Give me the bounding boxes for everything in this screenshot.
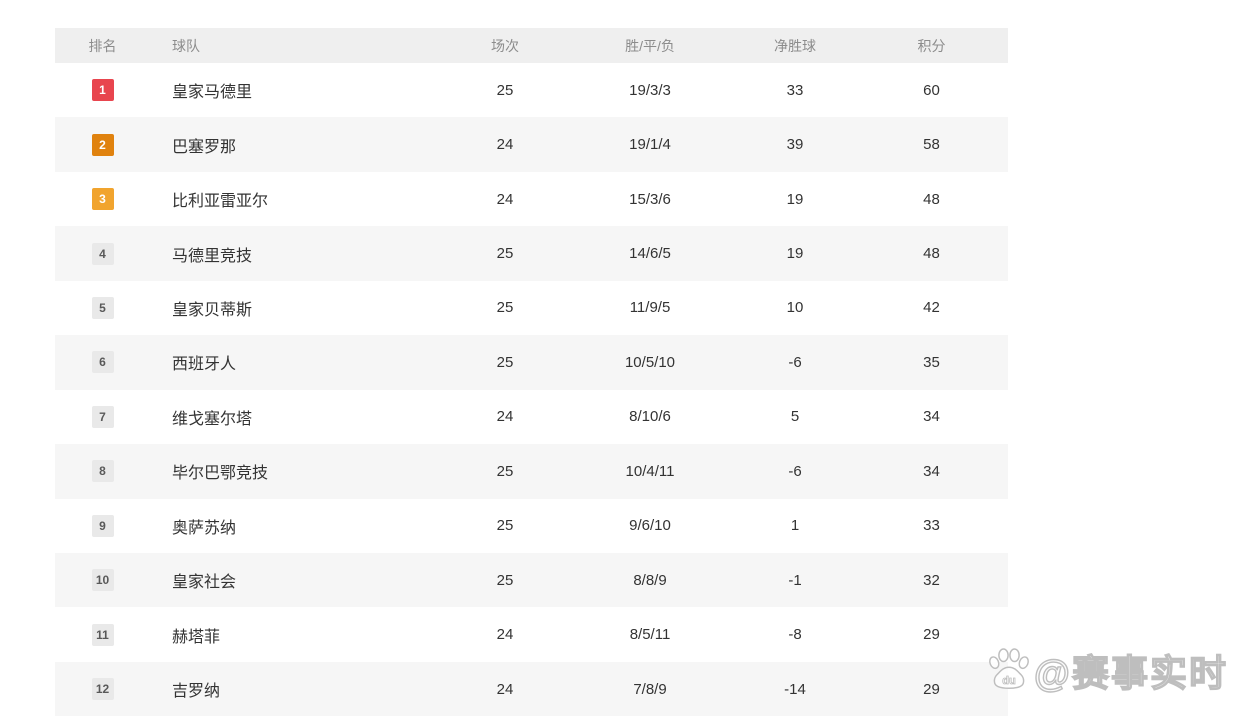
- played-cell: 25: [496, 517, 514, 535]
- goal-diff-cell: 5: [790, 408, 800, 426]
- points-cell: 34: [923, 462, 940, 480]
- wdl-cell: 19/3/3: [629, 81, 671, 99]
- wdl-cell: 9/6/10: [629, 517, 671, 535]
- rank-badge: 12: [91, 678, 114, 701]
- table-row[interactable]: 8 毕尔巴鄂竞技 25 10/4/11 -6 34: [55, 444, 1008, 499]
- rank-badge: 4: [91, 242, 114, 265]
- watermark: du @赛事实时: [986, 643, 1228, 697]
- played-cell: 25: [496, 81, 514, 99]
- column-header-team: 球队: [172, 37, 200, 54]
- played-cell: 25: [496, 245, 514, 263]
- column-header-wdl: 胜/平/负: [625, 37, 675, 54]
- wdl-cell: 10/4/11: [625, 462, 675, 480]
- points-cell: 32: [923, 571, 940, 589]
- goal-diff-cell: 10: [786, 299, 804, 317]
- played-cell: 25: [496, 571, 514, 589]
- team-name-cell: 毕尔巴鄂竞技: [172, 465, 269, 483]
- rank-badge: 9: [91, 514, 114, 537]
- team-name-cell: 维戈塞尔塔: [172, 410, 253, 428]
- column-header-rank: 排名: [88, 37, 117, 54]
- goal-diff-cell: 39: [786, 136, 804, 154]
- rank-badge: 11: [91, 623, 114, 646]
- team-name-cell: 西班牙人: [172, 356, 237, 374]
- points-cell: 48: [923, 245, 940, 263]
- played-cell: 24: [496, 136, 514, 154]
- wdl-cell: 15/3/6: [629, 190, 671, 208]
- rank-badge: 6: [91, 351, 114, 374]
- table-row[interactable]: 3 比利亚雷亚尔 24 15/3/6 19 48: [55, 171, 1008, 227]
- points-cell: 42: [923, 299, 940, 317]
- wdl-cell: 8/5/11: [629, 626, 671, 644]
- rank-badge: 7: [91, 405, 114, 428]
- goal-diff-cell: -6: [788, 462, 802, 480]
- wdl-cell: 7/8/9: [633, 680, 667, 698]
- points-cell: 34: [923, 408, 940, 426]
- played-cell: 25: [496, 462, 514, 480]
- table-row[interactable]: 11 赫塔菲 24 8/5/11 -8 29: [55, 607, 1008, 662]
- team-name-cell: 马德里竞技: [172, 247, 253, 265]
- wdl-cell: 11/9/5: [629, 299, 671, 317]
- rank-badge: 10: [91, 569, 114, 592]
- played-cell: 25: [496, 353, 514, 371]
- played-cell: 24: [496, 626, 514, 644]
- team-name-cell: 比利亚雷亚尔: [172, 193, 269, 211]
- wdl-cell: 8/8/9: [633, 571, 667, 589]
- column-header-points: 积分: [917, 37, 946, 54]
- points-cell: 35: [923, 353, 940, 371]
- table-body: 1 皇家马德里 25 19/3/3 33 60 2 巴塞罗那 24 19/1/4…: [55, 63, 1008, 716]
- watermark-text: @赛事实时: [1033, 652, 1228, 694]
- rank-badge: 5: [91, 296, 114, 319]
- rank-badge: 8: [91, 460, 114, 483]
- goal-diff-cell: -6: [788, 353, 802, 371]
- points-cell: 48: [923, 190, 940, 208]
- column-header-played: 场次: [491, 37, 519, 54]
- team-name-cell: 奥萨苏纳: [172, 519, 237, 537]
- table-row[interactable]: 6 西班牙人 25 10/5/10 -6 35: [55, 335, 1008, 390]
- table-row[interactable]: 5 皇家贝蒂斯 25 11/9/5 10 42: [55, 280, 1008, 336]
- rank-badge: 3: [91, 188, 114, 211]
- points-cell: 60: [923, 81, 940, 99]
- played-cell: 24: [496, 408, 514, 426]
- played-cell: 25: [496, 299, 514, 317]
- table-row[interactable]: 12 吉罗纳 24 7/8/9 -14 29: [55, 661, 1008, 716]
- wdl-cell: 19/1/4: [629, 136, 671, 154]
- team-name-cell: 皇家贝蒂斯: [172, 301, 253, 319]
- wdl-cell: 10/5/10: [624, 353, 676, 371]
- team-name-cell: 皇家社会: [172, 574, 237, 592]
- table-row[interactable]: 2 巴塞罗那 24 19/1/4 39 58: [55, 117, 1008, 172]
- table-row[interactable]: 10 皇家社会 25 8/8/9 -1 32: [55, 552, 1008, 608]
- table-row[interactable]: 7 维戈塞尔塔 24 8/10/6 5 34: [55, 389, 1008, 445]
- league-standings-table: 排名 球队 场次 胜/平/负 净胜球 积分 1 皇家马德里 25 19/3/3 …: [55, 28, 1008, 716]
- table-row[interactable]: 4 马德里竞技 25 14/6/5 19 48: [55, 226, 1008, 281]
- played-cell: 24: [496, 680, 514, 698]
- table-row[interactable]: 1 皇家马德里 25 19/3/3 33 60: [55, 63, 1008, 118]
- team-name-cell: 巴塞罗那: [172, 138, 237, 156]
- points-cell: 29: [923, 680, 940, 698]
- rank-badge: 1: [91, 79, 114, 102]
- wdl-cell: 14/6/5: [629, 245, 671, 263]
- goal-diff-cell: -14: [784, 680, 806, 698]
- team-name-cell: 皇家马德里: [172, 84, 253, 102]
- played-cell: 24: [496, 190, 514, 208]
- goal-diff-cell: 33: [786, 81, 804, 99]
- table-row[interactable]: 9 奥萨苏纳 25 9/6/10 1 33: [55, 498, 1008, 553]
- team-name-cell: 吉罗纳: [172, 683, 221, 701]
- goal-diff-cell: -1: [788, 571, 802, 589]
- column-header-goal-diff: 净胜球: [774, 37, 816, 54]
- points-cell: 33: [923, 517, 940, 535]
- points-cell: 58: [923, 136, 940, 154]
- goal-diff-cell: 19: [786, 245, 804, 263]
- rank-badge: 2: [91, 133, 114, 156]
- points-cell: 29: [923, 626, 940, 644]
- goal-diff-cell: -8: [788, 626, 802, 644]
- table-header-row: 排名 球队 场次 胜/平/负 净胜球 积分: [55, 28, 1008, 63]
- wdl-cell: 8/10/6: [629, 408, 671, 426]
- team-name-cell: 赫塔菲: [172, 628, 221, 646]
- goal-diff-cell: 19: [786, 190, 804, 208]
- goal-diff-cell: 1: [790, 517, 800, 535]
